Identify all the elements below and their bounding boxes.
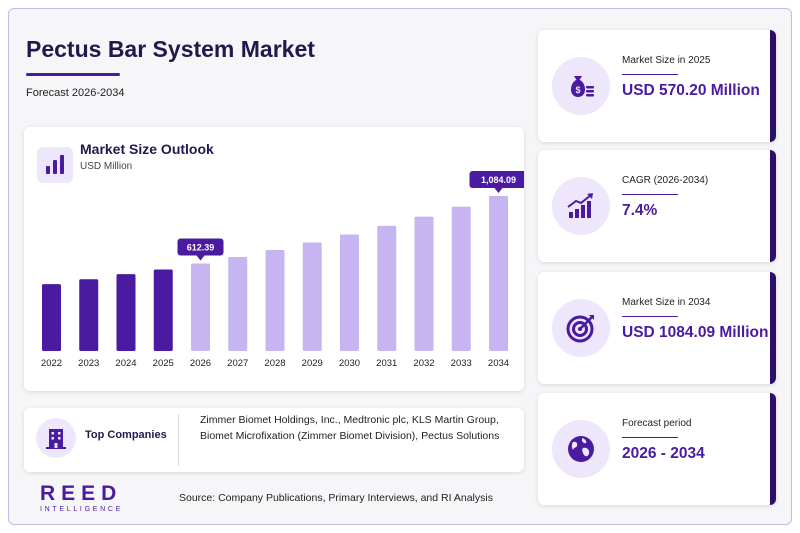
globe-icon [552, 420, 610, 478]
chart-title: Market Size Outlook [80, 141, 214, 157]
page-title: Pectus Bar System Market [26, 36, 315, 62]
money-bag-icon: $ [552, 57, 610, 115]
x-tick-label: 2026 [190, 358, 211, 369]
growth-chart-icon [552, 177, 610, 235]
building-icon [36, 418, 76, 458]
bar-2025 [153, 269, 173, 351]
x-tick-label: 2025 [153, 358, 174, 369]
stat-card-market-2034: Market Size in 2034 USD 1084.09 Million [538, 272, 776, 384]
x-tick-label: 2034 [488, 358, 509, 369]
svg-text:$: $ [575, 85, 580, 95]
bar-2029 [302, 242, 322, 351]
data-label-callout: 1,084.09 [469, 171, 524, 193]
data-label-callout: 612.39 [177, 238, 224, 261]
stat-card-cagr: CAGR (2026-2034) 7.4% [538, 150, 776, 262]
x-tick-label: 2031 [376, 358, 397, 369]
bar-2030 [340, 234, 359, 351]
title-underline [26, 73, 120, 76]
stat-label: Market Size in 2025 [622, 55, 711, 66]
x-tick-label: 2027 [227, 358, 248, 369]
chart-unit: USD Million [80, 161, 133, 172]
x-tick-label: 2029 [302, 358, 323, 369]
divider [178, 414, 179, 466]
bar-2027 [228, 256, 248, 351]
x-tick-label: 2030 [339, 358, 360, 369]
stat-divider [622, 437, 678, 438]
stat-value: USD 1084.09 Million [622, 324, 769, 341]
stat-divider [622, 194, 678, 195]
bar-2026 [191, 263, 210, 351]
bar-2031 [377, 225, 397, 351]
market-size-bar-chart: 2022 2023 2024 2025 2026 612.39 2027 2028 2029 20… [41, 171, 524, 369]
bar-2023 [79, 279, 99, 351]
x-tick-label: 2032 [413, 358, 434, 369]
stat-label: Forecast period [622, 418, 692, 429]
stat-divider [622, 316, 678, 317]
bar-2022 [42, 284, 61, 351]
bar-2024 [116, 274, 136, 351]
x-tick-label: 2022 [41, 358, 62, 369]
stat-card-forecast-period: Forecast period 2026 - 2034 [538, 393, 776, 505]
top-companies-label: Top Companies [85, 429, 167, 441]
x-tick-label: 2023 [78, 358, 99, 369]
top-companies-list: Zimmer Biomet Holdings, Inc., Medtronic … [200, 414, 500, 442]
data-label: 1,084.09 [481, 175, 516, 185]
bar-2034 [489, 196, 508, 351]
x-tick-label: 2024 [115, 358, 136, 369]
source-note: Source: Company Publications, Primary In… [179, 492, 493, 504]
bar-chart-icon [37, 147, 73, 183]
stat-card-market-2025: $ Market Size in 2025 USD 570.20 Million [538, 30, 776, 142]
bar-2028 [265, 250, 285, 351]
x-tick-label: 2028 [264, 358, 285, 369]
bar-2033 [451, 206, 471, 351]
x-tick-label: 2033 [451, 358, 472, 369]
brand-logo: REED [40, 482, 123, 505]
stat-value: USD 570.20 Million [622, 82, 760, 99]
stat-value: 2026 - 2034 [622, 445, 705, 462]
bar-2032 [414, 216, 434, 351]
stat-divider [622, 74, 678, 75]
stat-value: 7.4% [622, 202, 658, 219]
data-label: 612.39 [187, 242, 215, 252]
brand-logo-subtitle: INTELLIGENCE [40, 506, 123, 513]
stat-label: Market Size in 2034 [622, 297, 711, 308]
target-icon [552, 299, 610, 357]
stat-label: CAGR (2026-2034) [622, 175, 709, 186]
top-companies-card [24, 408, 524, 472]
page-subtitle: Forecast 2026-2034 [26, 87, 125, 99]
